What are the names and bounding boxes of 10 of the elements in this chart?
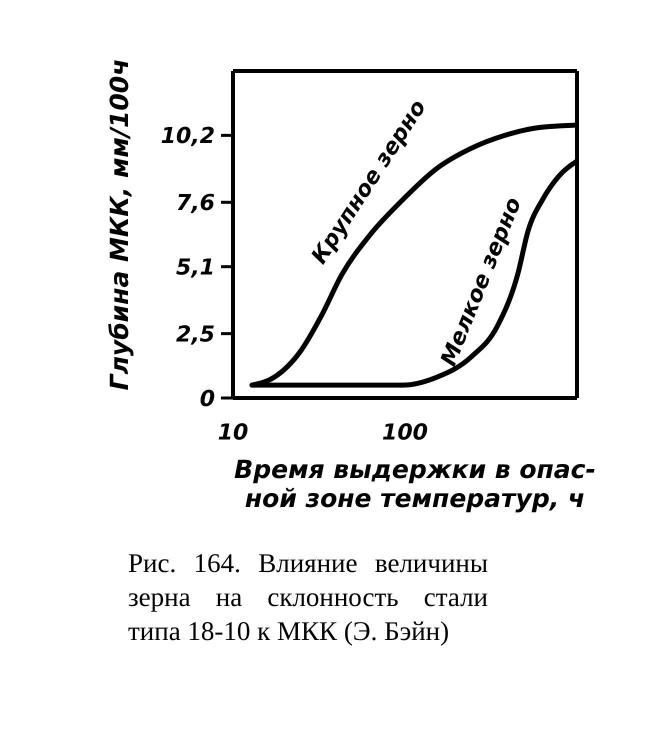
x-axis-title: Время выдержки в опас- ной зоне температур, ч: [234, 455, 596, 513]
y-tick-label: 2,5: [176, 322, 215, 348]
text: Рис. 164. Влияние величины зерна на склонность стали типа 18-10 к МКК (Э. Бэйн): [128, 547, 488, 648]
y-tick-label: 7,6: [176, 191, 215, 216]
x-tick-label: 10: [218, 420, 248, 446]
y-tick-label: 10,2: [160, 124, 215, 150]
y-tick-label: 5,1: [176, 255, 215, 280]
y-axis-title: Глубина МКК, мм/100ч: [105, 58, 134, 390]
x-tick-label: 100: [382, 420, 428, 446]
y-tick-label: 0: [200, 386, 215, 412]
